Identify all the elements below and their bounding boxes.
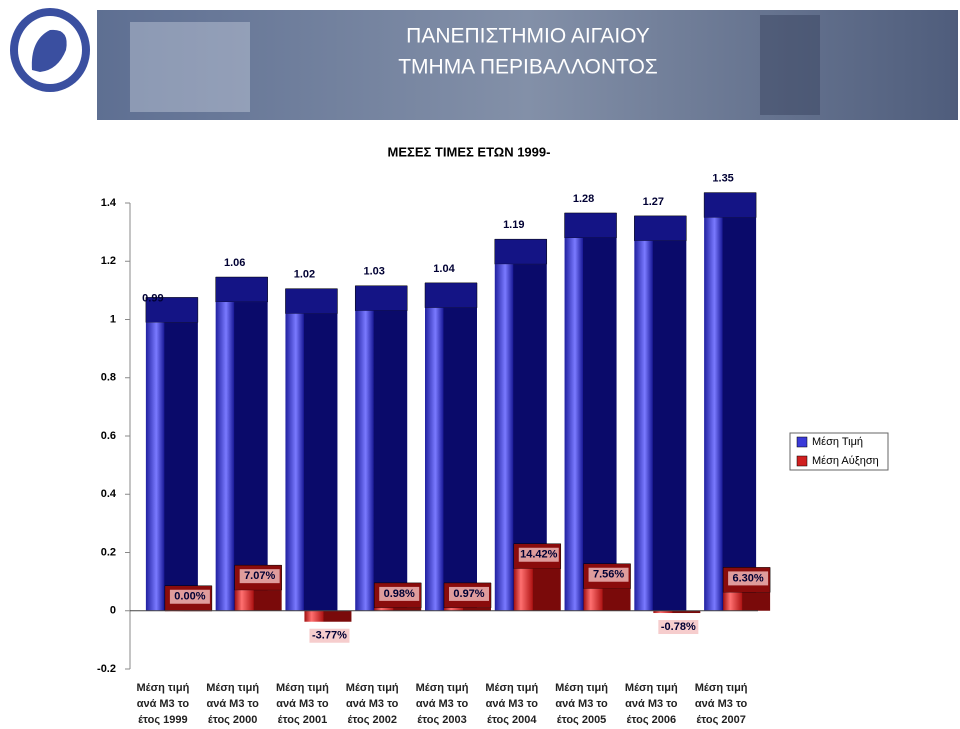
banner-title: ΤΜΗΜΑ ΠΕΡΙΒΑΛΛΟΝΤΟΣ (398, 56, 658, 79)
bar (513, 568, 561, 611)
bar-depth (424, 282, 478, 309)
y-tick-label: -0.2 (97, 663, 116, 675)
y-tick-label: 0.8 (101, 372, 116, 384)
bar (425, 307, 477, 611)
x-tick-label: Μέση τιμή ανά Μ3 το έτος 2001 (276, 682, 329, 726)
bar-depth (564, 212, 617, 239)
bar-depth (703, 192, 757, 218)
bar-depth (215, 276, 268, 303)
bar-depth (634, 215, 687, 242)
banner (97, 10, 958, 120)
y-tick-label: 0.4 (101, 488, 117, 500)
value-label-box (658, 620, 699, 635)
bar-depth (285, 288, 338, 314)
y-tick-label: 1.4 (101, 197, 117, 209)
value-label-box (449, 586, 489, 601)
value-label: 0.00% (174, 591, 205, 603)
bar (215, 302, 268, 611)
bar (285, 313, 338, 611)
bar (304, 610, 352, 622)
banner-window (760, 15, 820, 115)
bar (564, 237, 617, 611)
value-label-box (379, 586, 420, 601)
bar (704, 217, 757, 611)
value-label-box (239, 569, 280, 584)
value-label: 0.97% (453, 588, 484, 600)
value-label: 1.04 (433, 263, 455, 275)
value-label: 1.02 (294, 269, 315, 281)
value-label: 0.99 (142, 292, 163, 304)
value-label: 6.30% (733, 572, 764, 584)
y-tick-label: 0.2 (101, 546, 116, 558)
x-tick-label: Μέση τιμή ανά Μ3 το έτος 2000 (206, 682, 260, 726)
bar (374, 607, 422, 611)
x-tick-label: Μέση τιμή ανά Μ3 το έτος 2004 (485, 682, 539, 726)
banner-window (130, 22, 250, 112)
x-tick-label: Μέση τιμή ανά Μ3 το έτος 2005 (555, 682, 608, 726)
bar (634, 240, 687, 611)
bar (653, 610, 701, 614)
value-label: 1.19 (503, 219, 524, 231)
value-label: 1.03 (364, 266, 385, 278)
x-tick-label: Μέση τιμή ανά Μ3 το έτος 2003 (415, 682, 469, 726)
value-label: 7.07% (244, 570, 275, 582)
legend-label: Μέση Τιμή (812, 436, 863, 448)
legend-swatch (796, 455, 808, 467)
y-tick-label: 0.6 (101, 430, 116, 442)
value-label: 1.06 (224, 257, 245, 269)
value-label: -3.77% (312, 630, 347, 642)
legend-swatch (796, 436, 808, 448)
bar (355, 310, 408, 611)
banner-title: ΠΑΝΕΠΙΣΤΗΜΙΟ ΑΙΓΑΙΟΥ (406, 25, 650, 48)
value-label: 1.35 (712, 172, 733, 184)
bar (234, 590, 282, 611)
logo (31, 29, 67, 72)
value-label-box (588, 567, 629, 582)
value-label-box (728, 571, 769, 586)
value-label: 14.42% (520, 549, 558, 561)
value-label-box (518, 547, 559, 562)
bar (723, 592, 771, 611)
bar-depth (494, 238, 548, 265)
bar-depth (354, 285, 408, 312)
value-label: 1.28 (573, 193, 594, 205)
value-label: 0.98% (384, 588, 415, 600)
y-tick-label: 1.2 (101, 255, 116, 267)
value-label-box (169, 589, 210, 604)
bar (444, 607, 491, 611)
x-tick-label: Μέση τιμή ανά Μ3 το έτος 1999 (136, 682, 190, 726)
value-label-box (309, 628, 350, 643)
value-label: 7.56% (593, 569, 624, 581)
x-tick-label: Μέση τιμή ανά Μ3 το έτος 2006 (624, 682, 678, 726)
bar (145, 322, 198, 611)
x-tick-label: Μέση τιμή ανά Μ3 το έτος 2007 (694, 682, 748, 726)
legend-label: Μέση Αύξηση (812, 455, 879, 467)
y-tick-label: 1 (110, 313, 116, 325)
bar (583, 588, 631, 611)
x-tick-label: Μέση τιμή ανά Μ3 το έτος 2002 (345, 682, 399, 726)
chart-title: ΜΕΣΕΣ ΤΙΜΕΣ ΕΤΩΝ 1999- (388, 144, 551, 159)
y-tick-label: 0 (110, 605, 116, 617)
value-label: -0.78% (661, 621, 696, 633)
value-label: 1.27 (643, 196, 664, 208)
